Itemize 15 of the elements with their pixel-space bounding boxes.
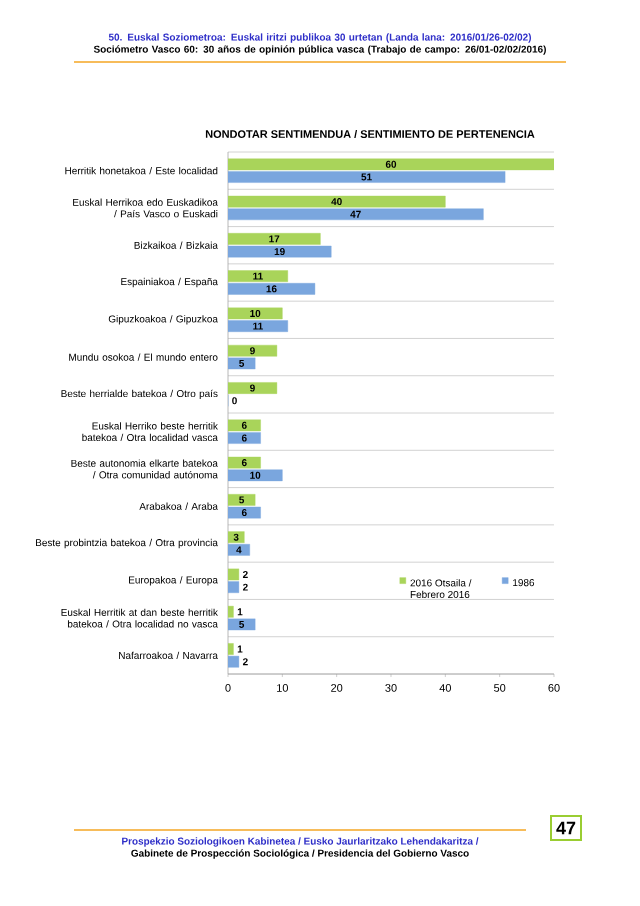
text: 47 [556, 821, 576, 835]
bar [228, 344, 278, 357]
bar [228, 270, 288, 282]
bar [228, 494, 256, 506]
bar [228, 531, 245, 543]
bar [228, 233, 321, 245]
bar [228, 195, 446, 208]
bar [228, 307, 283, 320]
bar [228, 158, 554, 171]
bar [228, 643, 234, 655]
bar [228, 568, 240, 581]
bar [228, 456, 261, 469]
bar [228, 605, 234, 618]
bar [228, 382, 278, 394]
bar [228, 419, 261, 432]
